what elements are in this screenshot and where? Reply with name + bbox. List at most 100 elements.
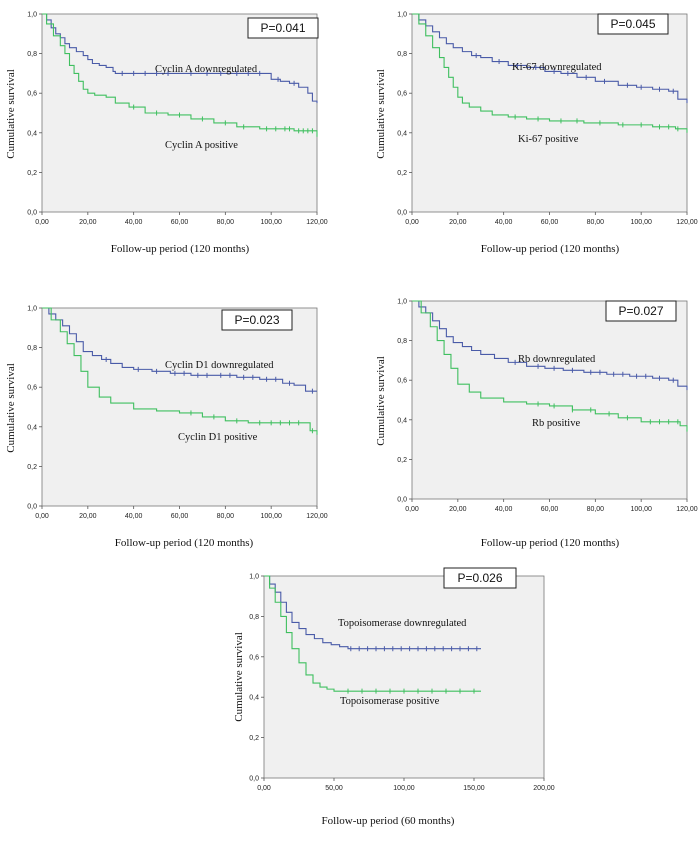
y-tick-label: 0,6 bbox=[27, 91, 37, 98]
x-tick-label: 100,00 bbox=[260, 513, 282, 520]
x-tick-label: 150,00 bbox=[463, 785, 485, 792]
series-label: Ki-67 positive bbox=[518, 134, 579, 145]
y-tick-label: 0,8 bbox=[397, 51, 407, 58]
y-axis-title: Cumulative survival bbox=[233, 632, 245, 722]
series-label: Topoisomerase positive bbox=[340, 696, 440, 707]
y-tick-label: 0,6 bbox=[397, 91, 407, 98]
x-axis-title: Follow-up period (120 months) bbox=[481, 243, 620, 255]
plot-area bbox=[263, 575, 545, 779]
x-tick-label: 20,00 bbox=[449, 219, 467, 226]
x-tick-label: 40,00 bbox=[125, 219, 143, 226]
p-value-label: P=0.023 bbox=[234, 313, 279, 327]
y-tick-label: 0,2 bbox=[27, 170, 37, 177]
series-label: Rb downregulated bbox=[518, 354, 596, 365]
y-tick-label: 0,4 bbox=[249, 695, 259, 702]
x-tick-label: 80,00 bbox=[587, 506, 605, 513]
y-axis-title: Cumulative survival bbox=[375, 69, 387, 159]
y-tick-label: 0,6 bbox=[249, 654, 259, 661]
x-tick-label: 0,00 bbox=[405, 219, 419, 226]
series-label: Cyclin D1 downregulated bbox=[165, 360, 274, 371]
y-tick-label: 0,4 bbox=[397, 417, 407, 424]
survival-curve-positive bbox=[264, 575, 481, 692]
x-tick-label: 60,00 bbox=[171, 219, 189, 226]
y-tick-label: 0,8 bbox=[249, 614, 259, 621]
x-tick-label: 120,00 bbox=[676, 506, 698, 513]
x-tick-label: 0,00 bbox=[257, 785, 271, 792]
y-tick-label: 0,0 bbox=[249, 776, 259, 783]
y-axis-title: Cumulative survival bbox=[5, 69, 17, 159]
plot-area bbox=[41, 307, 318, 507]
p-value-box bbox=[247, 17, 319, 39]
x-axis-title: Follow-up period (120 months) bbox=[481, 537, 620, 549]
survival-curve-downregulated bbox=[412, 13, 688, 104]
series-label: Cyclin A positive bbox=[165, 140, 238, 151]
x-tick-label: 80,00 bbox=[587, 219, 605, 226]
x-tick-label: 20,00 bbox=[449, 506, 467, 513]
series-label: Ki-67 downregulated bbox=[512, 62, 602, 73]
x-tick-label: 100,00 bbox=[260, 219, 282, 226]
x-tick-label: 60,00 bbox=[541, 219, 559, 226]
survival-curve-downregulated bbox=[264, 575, 481, 650]
survival-curve-positive bbox=[42, 13, 318, 137]
p-value-label: P=0.041 bbox=[260, 21, 305, 35]
x-tick-label: 80,00 bbox=[217, 513, 235, 520]
x-tick-label: 0,00 bbox=[35, 513, 49, 520]
survival-curve-downregulated bbox=[412, 300, 688, 391]
survival-curve-positive bbox=[412, 300, 688, 432]
survival-curve-positive bbox=[42, 307, 318, 435]
y-tick-label: 0,2 bbox=[397, 457, 407, 464]
y-axis-title: Cumulative survival bbox=[375, 356, 387, 446]
x-tick-label: 100,00 bbox=[630, 219, 652, 226]
x-tick-label: 100,00 bbox=[630, 506, 652, 513]
y-tick-label: 0,0 bbox=[27, 210, 37, 217]
y-tick-label: 1,0 bbox=[249, 574, 259, 581]
y-tick-label: 0,2 bbox=[397, 170, 407, 177]
p-value-box bbox=[597, 13, 669, 35]
y-tick-label: 0,8 bbox=[397, 338, 407, 345]
y-tick-label: 1,0 bbox=[397, 299, 407, 306]
x-tick-label: 120,00 bbox=[306, 513, 328, 520]
y-tick-label: 0,2 bbox=[27, 464, 37, 471]
y-axis-title: Cumulative survival bbox=[5, 363, 17, 453]
y-tick-label: 0,6 bbox=[397, 378, 407, 385]
y-tick-label: 1,0 bbox=[397, 12, 407, 19]
y-tick-label: 0,0 bbox=[397, 497, 407, 504]
p-value-label: P=0.026 bbox=[457, 571, 502, 585]
y-tick-label: 0,8 bbox=[27, 345, 37, 352]
x-tick-label: 0,00 bbox=[35, 219, 49, 226]
km-chart-cyclin-d1: 0,0 0,2 0,4 0,6 0,8 1,0 0,00 20,00 40,00 60,00 80,… bbox=[5, 306, 328, 550]
y-tick-label: 0,4 bbox=[397, 130, 407, 137]
x-tick-label: 60,00 bbox=[541, 506, 559, 513]
x-tick-label: 80,00 bbox=[217, 219, 235, 226]
x-tick-label: 20,00 bbox=[79, 513, 97, 520]
series-label: Topoisomerase downregulated bbox=[338, 618, 467, 629]
p-value-label: P=0.045 bbox=[610, 17, 655, 31]
x-axis-title: Follow-up period (120 months) bbox=[111, 243, 250, 255]
survival-curve-downregulated bbox=[42, 307, 317, 392]
x-tick-label: 20,00 bbox=[79, 219, 97, 226]
plot-area bbox=[411, 13, 688, 213]
p-value-box bbox=[221, 309, 293, 331]
x-tick-label: 40,00 bbox=[495, 219, 513, 226]
km-chart-rb: 0,0 0,2 0,4 0,6 0,8 1,0 0,00 20,00 40,00 60,00 80,… bbox=[375, 299, 698, 550]
x-tick-label: 40,00 bbox=[125, 513, 143, 520]
x-tick-label: 100,00 bbox=[393, 785, 415, 792]
p-value-label: P=0.027 bbox=[618, 304, 663, 318]
km-chart-topoisomerase: 0,0 0,2 0,4 0,6 0,8 1,0 0,00 50,00 100,00 150,00 2… bbox=[233, 567, 555, 827]
series-label: Rb positive bbox=[532, 418, 580, 429]
x-tick-label: 0,00 bbox=[405, 506, 419, 513]
y-tick-label: 1,0 bbox=[27, 12, 37, 19]
km-chart-cyclin-a: 0,0 0,2 0,4 0,6 0,8 1,0 0,00 20,00 40,00 60,00 80,… bbox=[5, 12, 328, 256]
y-tick-label: 0,2 bbox=[249, 735, 259, 742]
plot-area bbox=[411, 300, 688, 500]
y-tick-label: 0,8 bbox=[27, 51, 37, 58]
x-axis-title: Follow-up period (120 months) bbox=[115, 537, 254, 549]
survival-curve-positive bbox=[412, 13, 688, 133]
y-tick-label: 0,4 bbox=[27, 130, 37, 137]
series-label: Cyclin A downregulated bbox=[155, 64, 258, 75]
y-tick-label: 0,0 bbox=[397, 210, 407, 217]
y-tick-label: 0,6 bbox=[27, 385, 37, 392]
x-tick-label: 40,00 bbox=[495, 506, 513, 513]
km-chart-ki67: 0,0 0,2 0,4 0,6 0,8 1,0 0,00 20,00 40,00 60,00 80,… bbox=[375, 12, 698, 256]
y-tick-label: 1,0 bbox=[27, 306, 37, 313]
